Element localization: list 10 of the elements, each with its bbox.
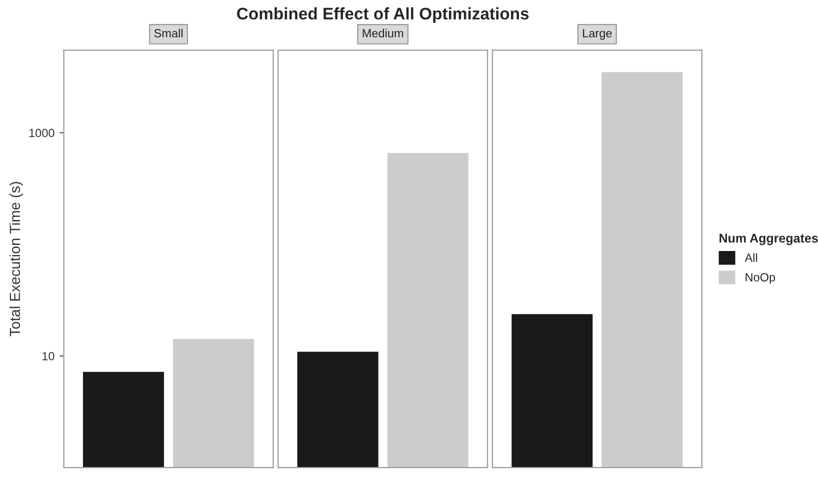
y-tick-label: 1000	[29, 128, 54, 138]
legend-label: All	[744, 253, 758, 262]
x-tick-label: Large	[583, 29, 612, 40]
legend-label: NoOp	[746, 273, 776, 284]
y-tick-label: 10	[42, 352, 54, 360]
chart-title: Combined Effect of All Optimizations	[237, 7, 529, 23]
y-axis-title: Total Execution Time (s)	[9, 182, 23, 336]
x-tick-label: Medium	[362, 28, 404, 38]
legend-title: Num Aggregates	[720, 234, 818, 246]
x-tick-label: Small	[154, 28, 182, 38]
